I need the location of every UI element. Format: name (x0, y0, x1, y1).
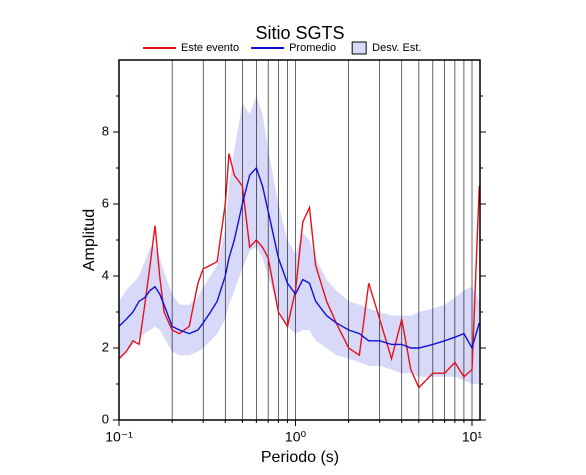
legend-swatch (351, 41, 367, 55)
y-tick-label: 6 (102, 195, 109, 210)
y-tick-label: 0 (102, 411, 109, 426)
series-line (118, 153, 481, 389)
y-tick-label: 2 (102, 339, 109, 354)
chart-title: Sitio SGTS (255, 23, 344, 43)
std-band (119, 96, 480, 384)
x-tick-label: 10⁰ (285, 429, 307, 445)
y-tick-label: 4 (102, 267, 109, 282)
x-axis-label: Periodo (s) (261, 449, 339, 466)
legend-label: Desv. Est. (372, 42, 421, 54)
y-axis-label: Amplitud (81, 209, 98, 271)
y-tick-label: 8 (102, 123, 109, 138)
series-line (118, 166, 480, 350)
legend-label: Promedio (289, 42, 336, 54)
x-tick-label: 10¹ (462, 429, 483, 445)
legend-label: Este evento (181, 42, 239, 54)
x-tick-label: 10⁻¹ (105, 429, 133, 445)
